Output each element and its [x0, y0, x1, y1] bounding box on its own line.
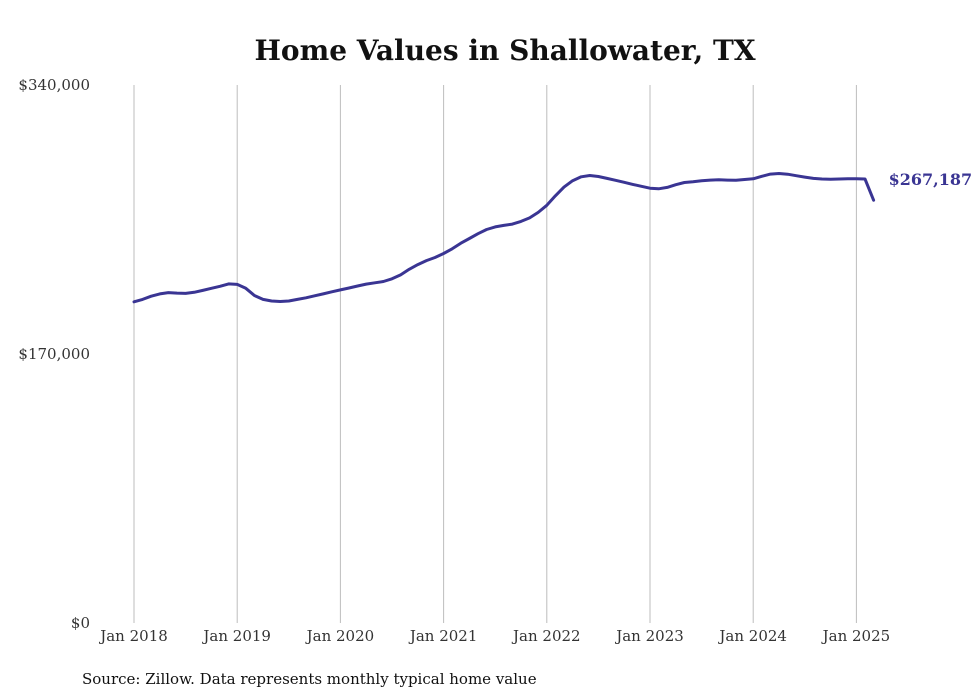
y-tick-label: $170,000: [18, 345, 90, 363]
x-tick-label: Jan 2023: [614, 627, 684, 645]
end-value-label: $267,187: [889, 170, 973, 189]
y-tick-label: $340,000: [18, 76, 90, 94]
x-axis-ticks: Jan 2018 Jan 2019 Jan 2020 Jan 2021 Jan 2022…: [98, 627, 890, 645]
x-tick-label: Jan 2018: [98, 627, 168, 645]
chart-title: Home Values in Shallowater, TX: [254, 34, 755, 67]
series-layer: $267,187: [132, 170, 973, 304]
x-tick-label: Jan 2021: [408, 627, 478, 645]
x-tick-label: Jan 2025: [821, 627, 891, 645]
y-axis-ticks: $0 $170,000 $340,000: [18, 76, 90, 632]
x-tick-label: Jan 2020: [305, 627, 375, 645]
gridlines: [133, 85, 857, 623]
y-tick-label: $0: [71, 614, 90, 632]
x-tick-label: Jan 2022: [511, 627, 581, 645]
x-tick-label: Jan 2019: [201, 627, 271, 645]
series-line: [132, 172, 876, 304]
source-note: Source: Zillow. Data represents monthly …: [82, 670, 537, 688]
x-tick-label: Jan 2024: [717, 627, 787, 645]
